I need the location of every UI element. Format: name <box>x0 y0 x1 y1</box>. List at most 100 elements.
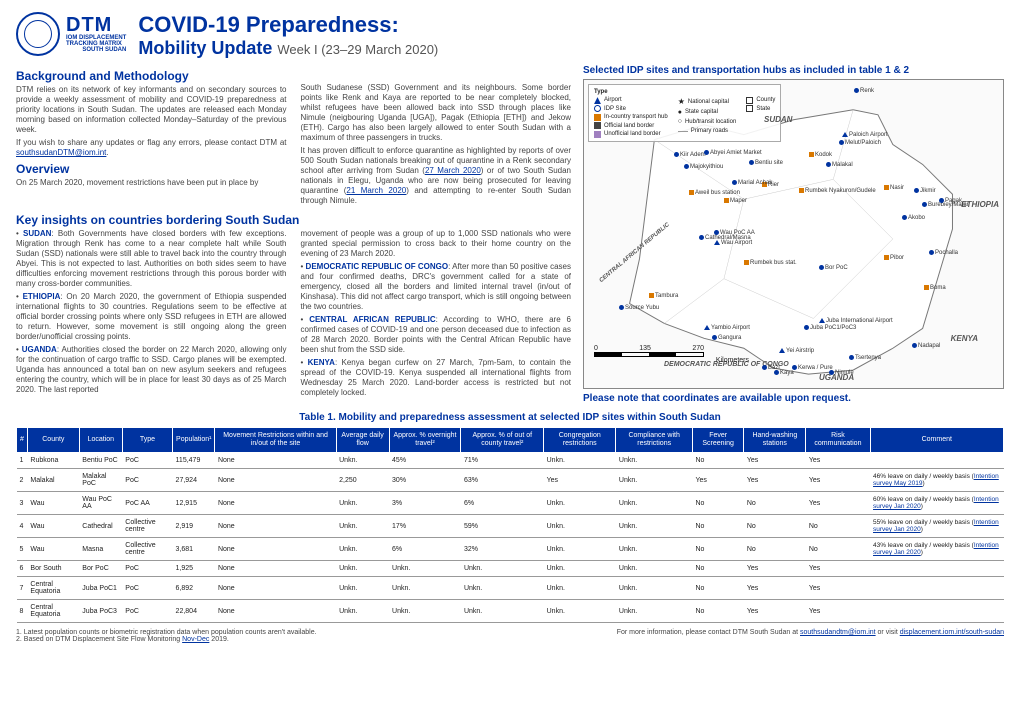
table-cell: 43% leave on daily / weekly basis (Inten… <box>870 538 1003 561</box>
table-cell: Unkn. <box>389 561 461 577</box>
table-header-cell: Average daily flow <box>336 428 389 453</box>
insight-item: • KENYA: Kenya began curfew on 27 March,… <box>301 358 572 398</box>
table-header-cell: Risk communication <box>806 428 870 453</box>
table-cell: PoC <box>122 453 172 469</box>
table-cell: 17% <box>389 515 461 538</box>
map-poi: Pibor <box>884 255 904 261</box>
table-title: Table 1. Mobility and preparedness asses… <box>16 412 1004 423</box>
table-cell <box>870 453 1003 469</box>
table-cell: Unkn. <box>461 561 544 577</box>
official-border-icon <box>594 122 601 129</box>
map-poi: Source Yubu <box>619 305 659 311</box>
airport-icon <box>594 97 601 104</box>
map-poi: Wau Airport <box>714 240 752 246</box>
footnote-link[interactable]: Nov-Dec <box>182 636 209 643</box>
title-block: COVID-19 Preparedness: Mobility Update W… <box>138 12 438 59</box>
table-cell: 71% <box>461 453 544 469</box>
table-cell: PoC <box>122 577 172 600</box>
map-poi: Kodok <box>809 152 832 158</box>
header: DTM IOM DISPLACEMENT TRACKING MATRIX SOU… <box>16 12 1004 59</box>
table-cell: Collective centre <box>122 538 172 561</box>
table-cell: 12,915 <box>173 492 215 515</box>
table-cell: Wau <box>27 538 79 561</box>
table-row: 4WauCathedralCollective centre2,919NoneU… <box>17 515 1004 538</box>
map-poi: Renk <box>854 88 874 94</box>
date-link-1[interactable]: 27 March 2020 <box>425 166 481 175</box>
table-row: 8Central EquatoriaJuba PoC3PoC22,804None… <box>17 600 1004 623</box>
table-header-cell: Location <box>79 428 122 453</box>
map-poi: Kiir Adem <box>674 152 706 158</box>
legend-type: Type <box>594 88 775 96</box>
table-header-cell: # <box>17 428 28 453</box>
map-poi: Rumbek Nyakuron/Gudele <box>799 188 876 194</box>
table-cell: PoC <box>122 561 172 577</box>
map-poi: Maper <box>724 198 747 204</box>
table-cell: 32% <box>461 538 544 561</box>
table-cell: 6 <box>17 561 28 577</box>
intro-columns: Background and Methodology DTM relies on… <box>16 65 571 209</box>
background-p3: South Sudanese (SSD) Government and its … <box>301 83 572 143</box>
footer-email-link[interactable]: southsudandtm@iom.int <box>800 629 876 636</box>
table-row: 7Central EquatoriaJuba PoC1PoC6,892NoneU… <box>17 577 1004 600</box>
date-link-2[interactable]: 21 March 2020 <box>346 186 406 195</box>
table-cell: None <box>215 577 336 600</box>
logo-line3: SOUTH SUDAN <box>66 47 126 53</box>
logo-globe-icon <box>16 12 60 56</box>
top-section: Background and Methodology DTM relies on… <box>16 65 1004 404</box>
table-cell: None <box>215 538 336 561</box>
table-header-row: #CountyLocationTypePopulation¹Movement R… <box>17 428 1004 453</box>
footnotes: 1. Latest population counts or biometric… <box>16 629 1004 643</box>
map-poi: Juba PoC1/PoC3 <box>804 325 856 331</box>
contact-email-link[interactable]: southsudanDTM@iom.int <box>16 148 106 157</box>
table-cell: Unkn. <box>616 469 693 492</box>
table-cell: Unkn. <box>389 577 461 600</box>
table-cell: Unkn. <box>336 600 389 623</box>
assessment-table: #CountyLocationTypePopulation¹Movement R… <box>16 427 1004 623</box>
map-poi: Tambura <box>649 293 678 299</box>
table-cell: No <box>692 492 743 515</box>
table-cell: No <box>692 453 743 469</box>
table-cell: Unkn. <box>616 561 693 577</box>
background-title: Background and Methodology <box>16 69 287 83</box>
table-header-cell: Comment <box>870 428 1003 453</box>
table-row: 6Bor SouthBor PoCPoC1,925NoneUnkn.Unkn.U… <box>17 561 1004 577</box>
logo: DTM IOM DISPLACEMENT TRACKING MATRIX SOU… <box>16 12 126 56</box>
map-title: Selected IDP sites and transportation hu… <box>583 65 1004 76</box>
footer-url-link[interactable]: displacement.iom.int/south-sudan <box>900 629 1004 636</box>
table-cell: No <box>692 600 743 623</box>
table-cell: 3 <box>17 492 28 515</box>
label-sudan: SUDAN <box>764 115 792 124</box>
county-icon <box>746 97 753 104</box>
logo-abbr: DTM <box>66 15 126 35</box>
map-poi: Kerwa / Pure <box>792 365 833 371</box>
table-cell: Juba PoC3 <box>79 600 122 623</box>
table-cell: Yes <box>692 469 743 492</box>
table-header-cell: County <box>27 428 79 453</box>
table-cell: Yes <box>744 469 806 492</box>
map-note: Please note that coordinates are availab… <box>583 393 1004 404</box>
map-poi: Jikmir <box>914 188 936 194</box>
table-cell: PoC AA <box>122 492 172 515</box>
table-cell: Juba PoC1 <box>79 577 122 600</box>
table-cell: 3,681 <box>173 538 215 561</box>
scale-bar: 0135270 Kilometers <box>594 345 749 364</box>
week-label: Week I (23–29 March 2020) <box>277 42 438 57</box>
table-cell: 4 <box>17 515 28 538</box>
map-poi: Nadapal <box>912 343 940 349</box>
table-cell: Yes <box>744 561 806 577</box>
table-header-cell: Population¹ <box>173 428 215 453</box>
table-cell: No <box>744 515 806 538</box>
map-poi: Bazi <box>762 365 780 371</box>
unofficial-border-icon <box>594 131 601 138</box>
table-header-cell: Congregation restrictions <box>544 428 616 453</box>
table-cell: Unkn. <box>336 561 389 577</box>
map-poi: Paloich Airport <box>842 132 888 138</box>
table-cell: PoC <box>122 469 172 492</box>
footer-contact: For more information, please contact DTM… <box>617 629 1004 643</box>
idp-icon <box>594 105 601 112</box>
table-cell: None <box>215 515 336 538</box>
insight-item: • SUDAN: Both Governments have closed bo… <box>16 229 287 289</box>
table-cell: Yes <box>806 469 870 492</box>
table-cell <box>870 600 1003 623</box>
state-icon <box>746 105 753 112</box>
